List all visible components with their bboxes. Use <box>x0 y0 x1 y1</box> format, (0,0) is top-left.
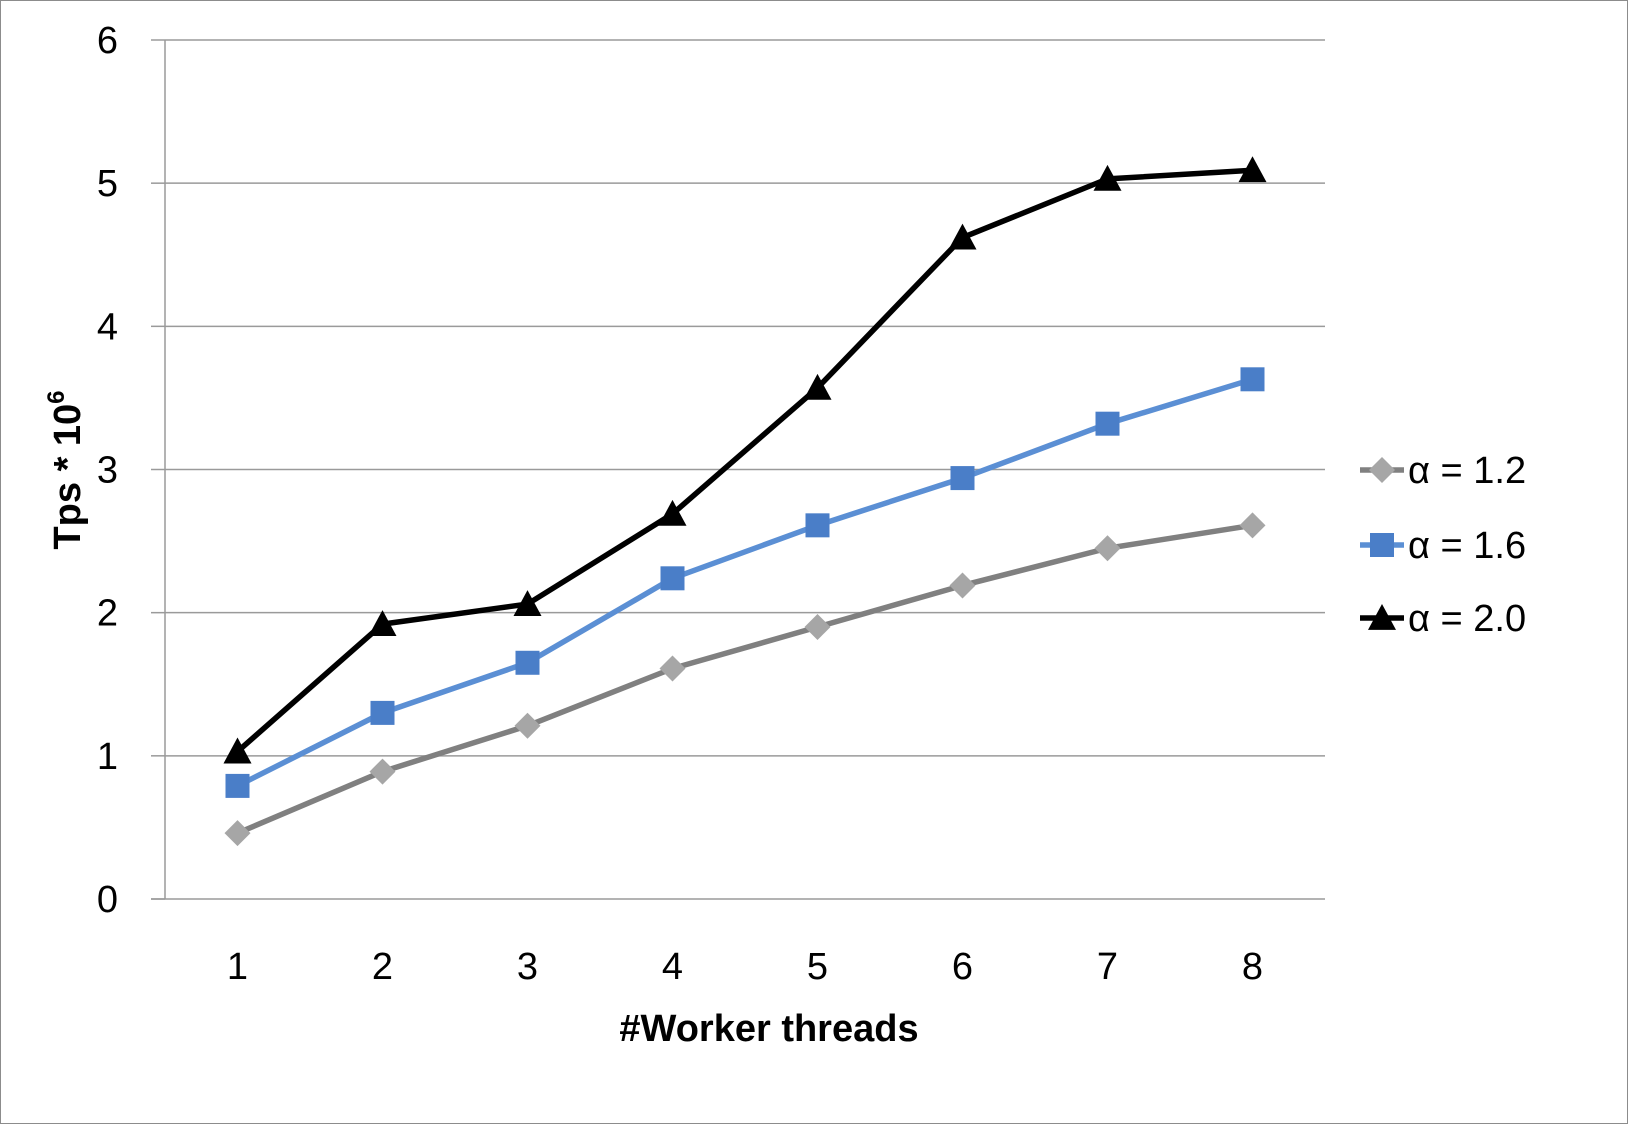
legend: α = 1.2 α = 1.6 α = 2.0 <box>1360 450 1526 640</box>
data-point-triangle <box>368 610 397 637</box>
gridlines <box>165 39 1325 757</box>
data-point-triangle <box>513 590 542 616</box>
x-tick-label: 7 <box>1097 946 1118 988</box>
data-point-diamond <box>224 820 251 847</box>
data-point-triangle <box>1093 164 1122 191</box>
series-triangle <box>223 156 1267 764</box>
y-tick-label: 2 <box>97 593 118 635</box>
data-point-diamond <box>949 572 976 599</box>
y-tick-label: 0 <box>97 879 118 921</box>
data-point-diamond <box>1239 512 1266 539</box>
data-point-square <box>1240 367 1265 392</box>
series-square <box>225 367 1265 798</box>
y-tick-label: 1 <box>97 736 118 778</box>
x-tick-label: 6 <box>952 946 973 988</box>
series-line-diamond <box>236 522 1253 836</box>
data-point-diamond <box>659 655 686 682</box>
x-tick-label: 3 <box>517 946 538 988</box>
y-axis-title-exponent: 6 <box>43 390 70 403</box>
legend-marker-square <box>1370 533 1394 557</box>
data-point-triangle <box>658 499 687 526</box>
legend-label: α = 1.2 <box>1408 450 1526 492</box>
data-point-square <box>1095 411 1120 436</box>
data-point-diamond <box>804 613 831 640</box>
data-point-triangle <box>948 223 977 250</box>
legend-item: α = 2.0 <box>1360 598 1526 640</box>
x-tick-label: 2 <box>372 946 393 988</box>
data-point-square <box>370 700 395 725</box>
legend-item: α = 1.2 <box>1360 450 1526 492</box>
data-point-triangle <box>223 737 252 764</box>
data-point-square <box>515 650 540 675</box>
x-tick-labels: 1 2 3 4 5 6 7 8 <box>227 946 1263 988</box>
y-axis-title: Tps * 106 <box>43 390 89 549</box>
legend-marker-diamond <box>1369 457 1395 483</box>
x-axis-title: #Worker threads <box>619 1008 918 1050</box>
data-point-square <box>805 513 830 538</box>
x-tick-label: 4 <box>662 946 683 988</box>
y-tick-label: 3 <box>97 450 118 492</box>
data-point-square <box>660 566 685 591</box>
y-tick-label: 6 <box>97 20 118 62</box>
data-point-diamond <box>1094 535 1121 562</box>
legend-label: α = 2.0 <box>1408 598 1526 640</box>
series-diamond <box>224 512 1266 847</box>
data-point-triangle <box>803 373 832 400</box>
y-axis-title-base: Tps * 10 <box>47 404 89 550</box>
series-line-square <box>236 376 1254 789</box>
series-group <box>223 156 1267 847</box>
data-point-square <box>950 466 975 491</box>
legend-label: α = 1.6 <box>1408 525 1526 567</box>
data-point-diamond <box>369 758 396 785</box>
x-tick-label: 5 <box>807 946 828 988</box>
x-tick-label: 1 <box>227 946 248 988</box>
legend-item: α = 1.6 <box>1360 525 1526 567</box>
data-point-square <box>225 773 250 798</box>
data-point-diamond <box>514 712 541 739</box>
series-line-triangle <box>235 167 1253 754</box>
y-tick-labels: 0 1 2 3 4 5 6 <box>97 20 118 921</box>
axes <box>151 39 1325 900</box>
y-tick-label: 5 <box>97 163 118 205</box>
data-point-triangle <box>1238 156 1267 183</box>
legend-marker-triangle <box>1368 604 1396 630</box>
x-tick-label: 8 <box>1242 946 1263 988</box>
y-tick-label: 4 <box>97 306 118 348</box>
